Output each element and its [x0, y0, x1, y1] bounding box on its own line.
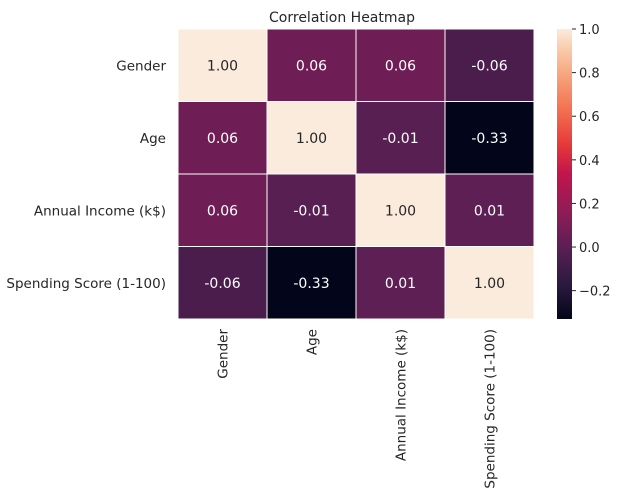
cell-value-label: -0.33 — [471, 131, 507, 147]
cell-value-label: 0.01 — [474, 203, 505, 219]
chart-title: Correlation Heatmap — [269, 10, 415, 26]
heatmap-cell — [266, 101, 357, 175]
colorbar-tick-label: 0.4 — [579, 154, 600, 169]
heatmap-cell — [177, 28, 268, 102]
row-label: Spending Score (1-100) — [6, 276, 166, 292]
column-label: Annual Income (k$) — [394, 329, 410, 461]
cell-value-label: 0.06 — [207, 203, 238, 219]
cell-value-label: 1.00 — [385, 203, 416, 219]
cell-value-label: 0.06 — [296, 58, 327, 74]
heatmap-cell — [444, 28, 535, 102]
heatmap-cell — [266, 28, 357, 102]
colorbar-tick-label: 1.0 — [579, 23, 600, 38]
cell-value-label: 1.00 — [474, 276, 505, 292]
heatmap-cell — [355, 28, 446, 102]
cell-value-label: 0.06 — [207, 131, 238, 147]
column-label: Spending Score (1-100) — [483, 329, 499, 489]
column-label: Gender — [216, 329, 232, 379]
row-label: Annual Income (k$) — [34, 203, 166, 219]
row-labels: Gender Age Annual Income (k$) Spending Scor… — [6, 58, 166, 292]
colorbar-tick-label: 0.8 — [579, 67, 600, 82]
heatmap-cell — [177, 246, 268, 320]
cell-value-label: 0.06 — [385, 58, 416, 74]
colorbar-tick-label: −0.2 — [579, 285, 611, 300]
heatmap-cell — [266, 173, 357, 247]
colorbar-gradient — [557, 29, 572, 319]
cell-value-label: -0.33 — [293, 276, 329, 292]
heatmap-cell — [266, 246, 357, 320]
colorbar: −0.2 0.0 0.2 0.4 0.6 0.8 1.0 — [557, 23, 611, 319]
heatmap-cell — [444, 173, 535, 247]
column-label: Age — [305, 329, 321, 355]
heatmap-cells: 1.00 0.06 0.06 -0.06 0.06 1.00 -0.01 -0.33 0.06 -… — [177, 28, 535, 320]
heatmap-cell — [444, 246, 535, 320]
cell-value-label: 0.01 — [385, 276, 416, 292]
cell-value-label: 1.00 — [296, 131, 327, 147]
colorbar-tick-label: 0.2 — [579, 197, 600, 212]
row-label: Age — [140, 131, 166, 147]
column-labels: Gender Age Annual Income (k$) Spending Scor… — [216, 329, 499, 489]
row-label: Gender — [116, 58, 166, 74]
cell-value-label: 1.00 — [207, 58, 238, 74]
colorbar-tick-label: 0.6 — [579, 110, 600, 125]
cell-value-label: -0.06 — [204, 276, 240, 292]
colorbar-tick-label: 0.0 — [579, 241, 600, 256]
cell-value-label: -0.01 — [293, 203, 329, 219]
heatmap-cell — [177, 101, 268, 175]
cell-value-label: -0.06 — [471, 58, 507, 74]
cell-value-label: -0.01 — [382, 131, 418, 147]
heatmap-cell — [444, 101, 535, 175]
